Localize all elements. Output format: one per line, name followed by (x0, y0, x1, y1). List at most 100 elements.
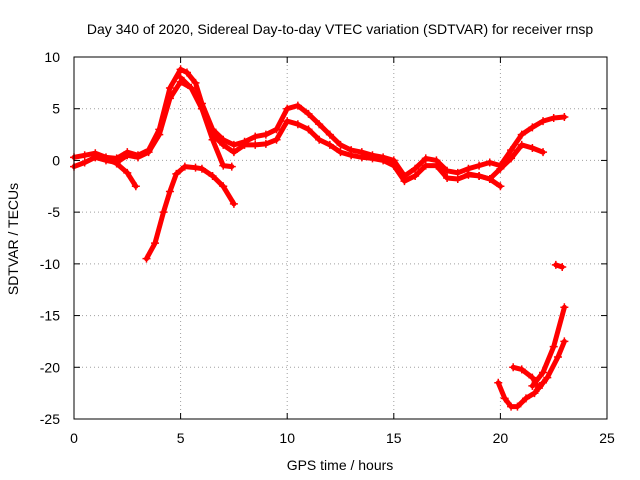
data-point (528, 123, 537, 132)
y-tick-label: 10 (44, 49, 60, 65)
data-point (304, 125, 313, 134)
data-point (494, 378, 503, 387)
data-point (142, 254, 151, 263)
data-point (485, 175, 494, 184)
data-point (389, 161, 398, 170)
data-point (443, 174, 452, 183)
data-point (530, 389, 539, 398)
data-point (347, 151, 356, 160)
data-point (80, 151, 89, 160)
data-point (549, 114, 558, 123)
data-point (549, 342, 558, 351)
data-point (464, 169, 473, 178)
data-point (336, 140, 345, 149)
y-tick-label: -20 (40, 359, 60, 375)
data-point (172, 169, 181, 178)
data-series (70, 65, 569, 411)
y-tick-label: -25 (40, 411, 60, 427)
data-point (521, 394, 530, 403)
x-tick-labels: 0 5 10 15 20 25 (70, 430, 615, 446)
data-point (368, 154, 377, 163)
data-point (151, 239, 160, 248)
data-point (411, 164, 420, 173)
data-point (500, 394, 509, 403)
data-point (528, 373, 537, 382)
data-point (528, 144, 537, 153)
data-point (155, 130, 164, 139)
data-point (475, 171, 484, 180)
data-point (176, 73, 185, 82)
series-arc-g (529, 304, 567, 389)
data-point (272, 135, 281, 144)
series-arc-a (103, 155, 139, 189)
data-point (528, 381, 537, 390)
data-point (357, 153, 366, 162)
data-point (293, 101, 302, 110)
x-tick-label: 10 (279, 430, 295, 446)
ticks (73, 56, 608, 420)
data-point (229, 140, 238, 149)
data-point (123, 151, 132, 160)
data-point (131, 182, 140, 191)
data-point (159, 208, 168, 217)
data-point (551, 260, 560, 269)
x-tick-label: 0 (70, 430, 78, 446)
data-point (421, 154, 430, 163)
data-point (240, 140, 249, 149)
data-point (513, 402, 522, 411)
data-point (219, 161, 228, 170)
data-point (251, 140, 260, 149)
data-point (496, 164, 505, 173)
data-point (485, 158, 494, 167)
series-arc-h (536, 338, 567, 391)
data-point (517, 140, 526, 149)
y-tick-labels: -25 -20 -15 -10 -5 0 5 10 (40, 49, 60, 427)
data-point (261, 130, 270, 139)
data-point (453, 175, 462, 184)
data-point (293, 120, 302, 129)
data-point (176, 65, 185, 74)
data-point (517, 130, 526, 139)
data-point (123, 168, 132, 177)
data-point (227, 162, 236, 171)
data-point (509, 363, 518, 372)
data-point (197, 164, 206, 173)
y-axis-label: SDTVAR / TECUs (5, 183, 21, 295)
series-arc-b (178, 75, 235, 170)
x-axis-label: GPS time / hours (287, 457, 394, 473)
series-arc-d (465, 171, 503, 189)
y-tick-label: 5 (52, 101, 60, 117)
y-tick-label: -5 (48, 204, 61, 220)
data-point (496, 182, 505, 191)
y-tick-label: -15 (40, 308, 60, 324)
data-point (229, 148, 238, 157)
y-tick-label: 0 (52, 152, 60, 168)
data-point (133, 153, 142, 162)
data-point (283, 117, 292, 126)
data-point (144, 148, 153, 157)
x-tick-label: 25 (599, 430, 615, 446)
data-point (400, 177, 409, 186)
data-point (112, 159, 121, 168)
data-point (560, 112, 569, 121)
data-point (411, 171, 420, 180)
data-point (539, 368, 548, 377)
data-point (315, 120, 324, 129)
data-point (208, 171, 217, 180)
data-point (229, 199, 238, 208)
x-tick-label: 5 (177, 430, 185, 446)
data-point (261, 139, 270, 148)
plot-frame (73, 56, 608, 420)
data-point (543, 373, 552, 382)
data-point (507, 154, 516, 163)
data-point (165, 187, 174, 196)
data-point (517, 365, 526, 374)
data-point (539, 148, 548, 157)
data-point (182, 68, 191, 77)
data-point (379, 156, 388, 165)
data-point (421, 161, 430, 170)
x-tick-label: 15 (386, 430, 402, 446)
data-point (325, 130, 334, 139)
data-point (165, 84, 174, 93)
